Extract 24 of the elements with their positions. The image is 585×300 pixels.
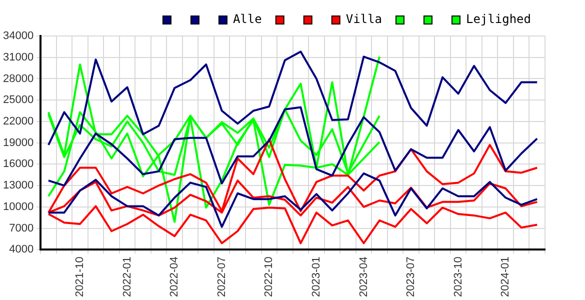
legend-label: Alle	[232, 12, 262, 26]
y-tick-label: 13000	[2, 180, 34, 192]
y-tick-label: 22000	[2, 115, 34, 128]
legend-label: Villa	[346, 12, 382, 26]
y-tick-label: 7000	[9, 222, 34, 234]
x-tick-label: 2023-10	[452, 256, 464, 298]
x-tick-label: 2023-07	[405, 256, 418, 298]
y-tick-label: 10000	[2, 200, 34, 213]
y-tick-label: 25000	[2, 94, 34, 106]
legend-label: Lejlighed	[466, 12, 532, 26]
x-tick-label: 2022-04	[168, 256, 181, 298]
x-tick-label: 2024-01	[500, 256, 512, 298]
y-tick-label: 34000	[2, 30, 34, 42]
x-tick-label: 2023-04	[358, 256, 370, 298]
y-tick-label: 19000	[2, 136, 34, 149]
x-tick-label: 2021-10	[74, 256, 86, 298]
y-tick-label: 28000	[2, 72, 34, 85]
y-tick-label: 4000	[9, 244, 34, 256]
x-tick-label: 2022-01	[121, 256, 134, 298]
x-tick-label: 2023-01	[310, 256, 322, 298]
x-tick-label: 2022-10	[263, 256, 276, 298]
y-tick-label: 16000	[2, 158, 34, 170]
x-tick-label: 2022-07	[216, 256, 228, 298]
y-tick-label: 31000	[2, 51, 34, 64]
